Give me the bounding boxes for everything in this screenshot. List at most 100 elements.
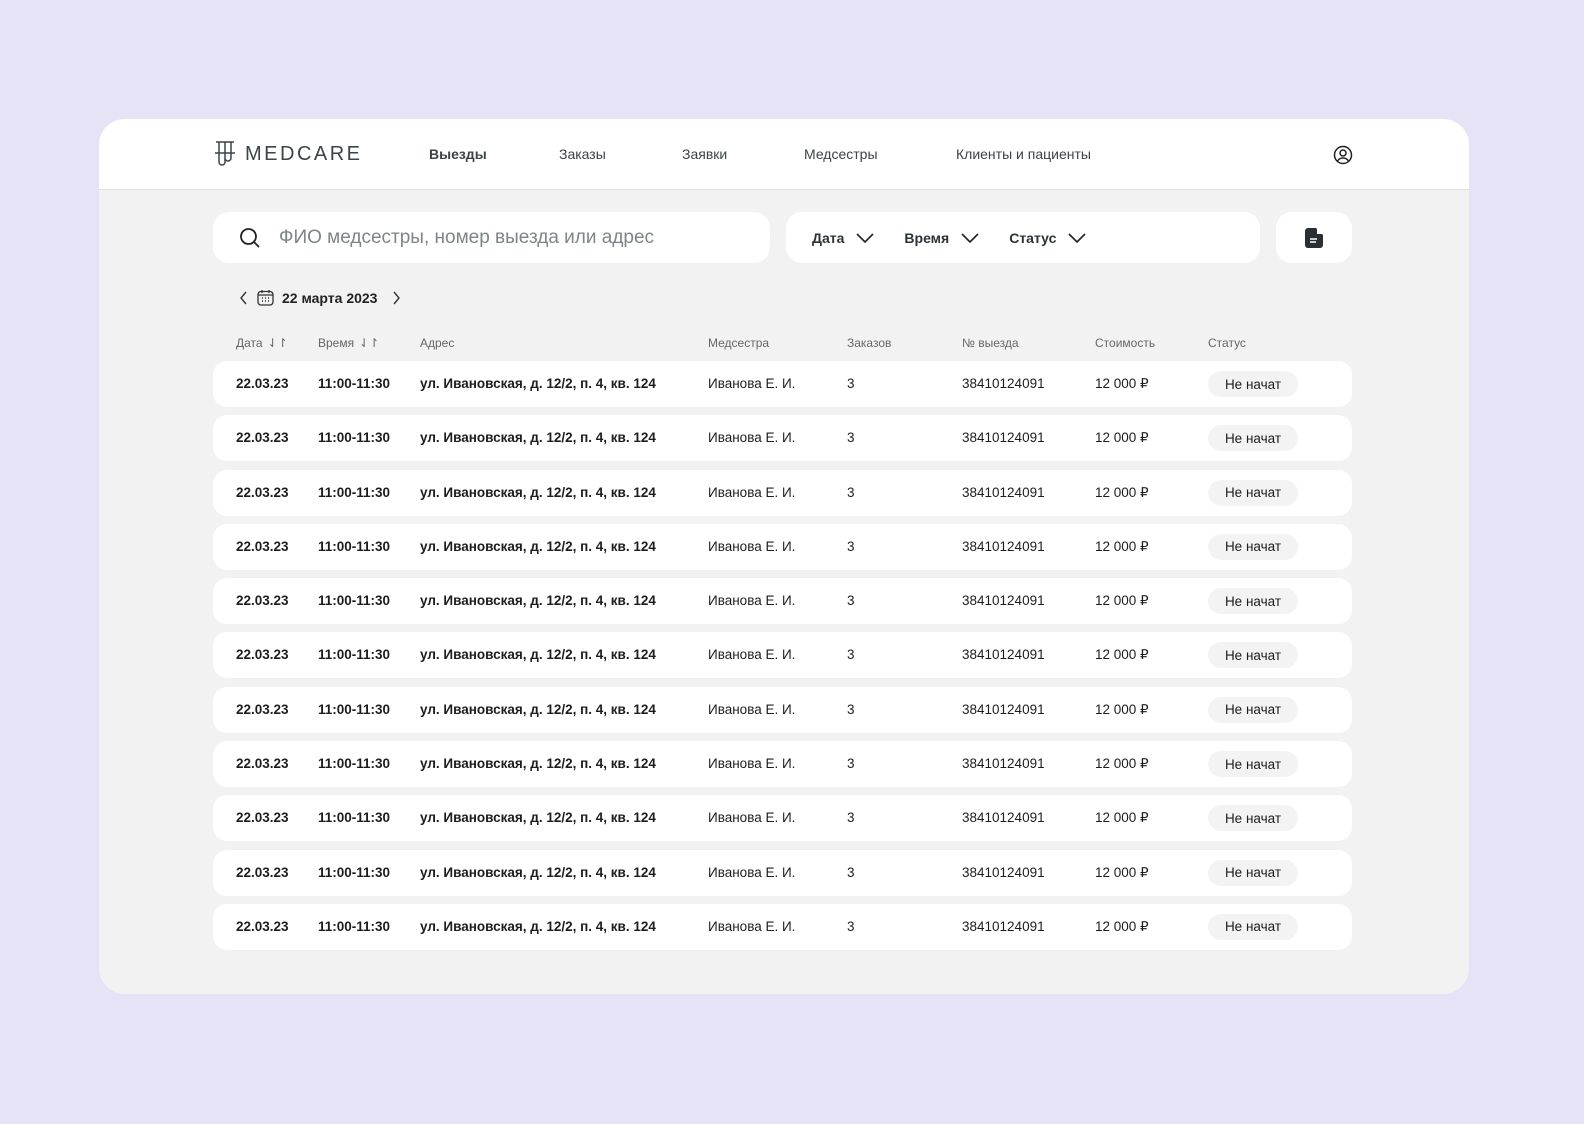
- filters-bar: Дата Время Статус: [786, 212, 1260, 263]
- chevron-right-icon[interactable]: [389, 291, 403, 305]
- cell-time: 11:00-11:30: [318, 484, 391, 500]
- cell-date: 22.03.23: [236, 376, 289, 391]
- cell-orders: 3: [847, 864, 855, 880]
- sort-icon: ⇃↾: [359, 336, 380, 350]
- table-row[interactable]: 22.03.23 11:00-11:30 ул. Ивановская, д. 12…: [213, 741, 1352, 788]
- filter-date[interactable]: Дата: [812, 230, 874, 246]
- cell-date: 22.03.23: [236, 918, 289, 934]
- chevron-down-icon: [856, 232, 874, 243]
- cell-date: 22.03.23: [236, 538, 289, 554]
- cell-nurse: Иванова Е. И.: [708, 538, 796, 554]
- header-label: Дата: [236, 336, 263, 350]
- cell-trip-number: 38410124091: [962, 538, 1045, 554]
- logo[interactable]: MEDCARE: [213, 139, 363, 169]
- header-address: Адрес: [420, 336, 455, 350]
- cell-nurse: Иванова Е. И.: [708, 484, 796, 500]
- export-button[interactable]: [1276, 212, 1352, 263]
- cell-trip-number: 38410124091: [962, 756, 1045, 772]
- cell-address: ул. Ивановская, д. 12/2, п. 4, кв. 124: [420, 918, 656, 934]
- date-navigator: 22 марта 2023: [239, 289, 403, 306]
- cell-nurse: Иванова Е. И.: [708, 701, 796, 717]
- status-badge: Не начат: [1208, 913, 1298, 940]
- cell-trip-number: 38410124091: [962, 376, 1045, 391]
- cell-address: ул. Ивановская, д. 12/2, п. 4, кв. 124: [420, 810, 656, 826]
- cell-address: ул. Ивановская, д. 12/2, п. 4, кв. 124: [420, 756, 656, 772]
- cell-time: 11:00-11:30: [318, 430, 391, 446]
- table-row[interactable]: 22.03.23 11:00-11:30 ул. Ивановская, д. 12…: [213, 903, 1352, 950]
- cell-time: 11:00-11:30: [318, 701, 391, 717]
- cell-date: 22.03.23: [236, 810, 289, 826]
- sort-icon: ⇃↾: [267, 336, 288, 350]
- cell-cost: 12 000 ₽: [1095, 593, 1149, 609]
- cell-orders: 3: [847, 538, 855, 554]
- header-date[interactable]: Дата ⇃↾: [236, 336, 288, 350]
- cell-time: 11:00-11:30: [318, 756, 391, 772]
- search-input[interactable]: [279, 226, 719, 249]
- status-badge: Не начат: [1208, 533, 1298, 560]
- table-row[interactable]: 22.03.23 11:00-11:30 ул. Ивановская, д. 12…: [213, 849, 1352, 896]
- cell-trip-number: 38410124091: [962, 593, 1045, 609]
- cell-cost: 12 000 ₽: [1095, 484, 1149, 500]
- table-row[interactable]: 22.03.23 11:00-11:30 ул. Ивановская, д. 12…: [213, 361, 1352, 407]
- nav-clients[interactable]: Клиенты и пациенты: [956, 146, 1091, 162]
- cell-orders: 3: [847, 484, 855, 500]
- header-cost: Стоимость: [1095, 336, 1156, 350]
- table-row[interactable]: 22.03.23 11:00-11:30 ул. Ивановская, д. 12…: [213, 795, 1352, 842]
- cell-cost: 12 000 ₽: [1095, 538, 1149, 554]
- cell-orders: 3: [847, 918, 855, 934]
- chevron-down-icon: [961, 232, 979, 243]
- nav-zakazy[interactable]: Заказы: [559, 146, 606, 162]
- cell-cost: 12 000 ₽: [1095, 756, 1149, 772]
- status-badge: Не начат: [1208, 751, 1298, 778]
- chevron-left-icon[interactable]: [239, 291, 249, 305]
- table-row[interactable]: 22.03.23 11:00-11:30 ул. Ивановская, д. 12…: [213, 632, 1352, 679]
- cell-address: ул. Ивановская, д. 12/2, п. 4, кв. 124: [420, 430, 656, 446]
- cell-orders: 3: [847, 376, 855, 391]
- cell-date: 22.03.23: [236, 484, 289, 500]
- cell-orders: 3: [847, 810, 855, 826]
- status-badge: Не начат: [1208, 425, 1298, 452]
- header-time[interactable]: Время ⇃↾: [318, 336, 379, 350]
- top-nav: MEDCARE Выезды Заказы Заявки Медсестры К…: [99, 119, 1469, 190]
- filter-status[interactable]: Статус: [1009, 230, 1086, 246]
- trips-table: 22.03.23 11:00-11:30 ул. Ивановская, д. 12…: [213, 361, 1352, 958]
- cell-nurse: Иванова Е. И.: [708, 756, 796, 772]
- cell-address: ул. Ивановская, д. 12/2, п. 4, кв. 124: [420, 864, 656, 880]
- cell-nurse: Иванова Е. И.: [708, 376, 796, 391]
- cell-address: ул. Ивановская, д. 12/2, п. 4, кв. 124: [420, 538, 656, 554]
- cell-trip-number: 38410124091: [962, 864, 1045, 880]
- cell-trip-number: 38410124091: [962, 918, 1045, 934]
- header-nurse: Медсестра: [708, 336, 770, 350]
- cell-trip-number: 38410124091: [962, 647, 1045, 663]
- cell-trip-number: 38410124091: [962, 810, 1045, 826]
- cell-nurse: Иванова Е. И.: [708, 593, 796, 609]
- current-date: 22 марта 2023: [282, 289, 378, 306]
- cell-orders: 3: [847, 756, 855, 772]
- table-row[interactable]: 22.03.23 11:00-11:30 ул. Ивановская, д. 12…: [213, 578, 1352, 625]
- cell-orders: 3: [847, 701, 855, 717]
- cell-cost: 12 000 ₽: [1095, 918, 1149, 934]
- table-row[interactable]: 22.03.23 11:00-11:30 ул. Ивановская, д. 12…: [213, 523, 1352, 570]
- cell-cost: 12 000 ₽: [1095, 810, 1149, 826]
- search-bar[interactable]: [213, 212, 770, 263]
- status-badge: Не начат: [1208, 859, 1298, 886]
- cell-address: ул. Ивановская, д. 12/2, п. 4, кв. 124: [420, 593, 656, 609]
- user-profile-icon[interactable]: [1333, 145, 1353, 165]
- cell-nurse: Иванова Е. И.: [708, 918, 796, 934]
- cell-orders: 3: [847, 430, 855, 446]
- table-row[interactable]: 22.03.23 11:00-11:30 ул. Ивановская, д. 12…: [213, 415, 1352, 462]
- filter-label: Статус: [1009, 229, 1057, 246]
- filter-time[interactable]: Время: [904, 230, 979, 246]
- nav-zayavki[interactable]: Заявки: [682, 146, 728, 162]
- chevron-down-icon: [1068, 232, 1086, 243]
- cell-cost: 12 000 ₽: [1095, 701, 1149, 717]
- cell-nurse: Иванова Е. И.: [708, 430, 796, 446]
- nav-medsestry[interactable]: Медсестры: [804, 146, 878, 162]
- cell-cost: 12 000 ₽: [1095, 864, 1149, 880]
- table-row[interactable]: 22.03.23 11:00-11:30 ул. Ивановская, д. 12…: [213, 469, 1352, 516]
- cell-trip-number: 38410124091: [962, 484, 1045, 500]
- table-row[interactable]: 22.03.23 11:00-11:30 ул. Ивановская, д. 12…: [213, 686, 1352, 733]
- header-status: Статус: [1208, 336, 1246, 350]
- cell-orders: 3: [847, 593, 855, 609]
- nav-vyezdy[interactable]: Выезды: [429, 146, 487, 162]
